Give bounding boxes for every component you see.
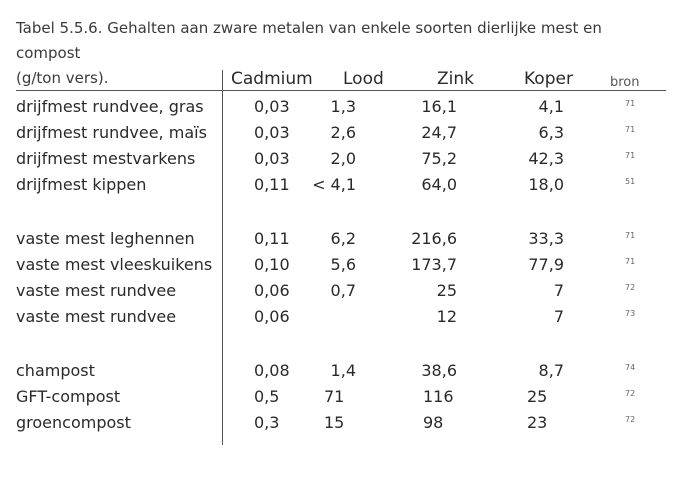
cadmium-value: 0,3 — [254, 413, 280, 432]
row-name: vaste mest vleeskuikens — [16, 255, 213, 274]
koper-value: 7 — [553, 281, 564, 300]
bron-value: 72 — [625, 415, 636, 424]
table-row: vaste mest leghennen 0,11 6,2 216,6 33,3… — [0, 226, 687, 252]
table-row: drijfmest rundvee, maïs 0,03 2,6 24,7 6,… — [0, 120, 687, 146]
bron-value: 72 — [625, 389, 636, 398]
table-row: vaste mest rundvee 0,06 12 7 73 — [0, 304, 687, 330]
koper-value: 77,9 — [528, 255, 564, 274]
table-row: vaste mest vleeskuikens 0,10 5,6 173,7 7… — [0, 252, 687, 278]
header-lood: Lood — [343, 69, 384, 89]
koper-value: 33,3 — [528, 229, 564, 248]
koper-value: 42,3 — [528, 149, 564, 168]
zink-value: 75,2 — [421, 149, 457, 168]
table-row: champost 0,08 1,4 38,6 8,7 74 — [0, 358, 687, 384]
lood-value: 0,7 — [330, 281, 356, 300]
zink-value: 16,1 — [421, 97, 457, 116]
header-koper: Koper — [524, 69, 573, 89]
koper-value: 4,1 — [538, 97, 564, 116]
row-name: vaste mest rundvee — [16, 307, 177, 326]
lood-value: 71 — [324, 387, 345, 406]
koper-value: 18,0 — [528, 175, 564, 194]
cadmium-value: 0,11 — [254, 175, 290, 194]
zink-value: 173,7 — [411, 255, 457, 274]
header-rule — [16, 90, 666, 91]
lood-value: 5,6 — [330, 255, 356, 274]
row-name: drijfmest rundvee, gras — [16, 97, 204, 116]
koper-value: 25 — [527, 387, 548, 406]
caption-line-1: Tabel 5.5.6. Gehalten aan zware metalen … — [16, 19, 602, 62]
table-row: GFT-compost 0,5 71 116 25 72 — [0, 384, 687, 410]
lood-value: 1,3 — [330, 97, 356, 116]
column-rule — [222, 70, 223, 445]
lood-value: 6,2 — [330, 229, 356, 248]
cadmium-value: 0,06 — [254, 307, 290, 326]
zink-value: 216,6 — [411, 229, 457, 248]
bron-value: 73 — [625, 309, 636, 318]
lood-value: 1,4 — [330, 361, 356, 380]
table-row: groencompost 0,3 15 98 23 72 — [0, 410, 687, 436]
bron-value: 71 — [625, 151, 636, 160]
bron-value: 71 — [625, 125, 636, 134]
lood-value: 2,0 — [330, 149, 356, 168]
table-row: vaste mest rundvee 0,06 0,7 25 7 72 — [0, 278, 687, 304]
koper-value: 6,3 — [538, 123, 564, 142]
header-bron: bron — [610, 75, 640, 90]
cadmium-value: 0,03 — [254, 123, 290, 142]
bron-value: 71 — [625, 99, 636, 108]
row-name: groencompost — [16, 413, 131, 432]
row-name: vaste mest rundvee — [16, 281, 177, 300]
row-name: drijfmest rundvee, maïs — [16, 123, 207, 142]
koper-value: 23 — [527, 413, 548, 432]
bron-value: 51 — [625, 177, 636, 186]
bron-value: 72 — [625, 283, 636, 292]
koper-value: 8,7 — [538, 361, 564, 380]
row-name: vaste mest leghennen — [16, 229, 195, 248]
bron-value: 71 — [625, 257, 636, 266]
zink-value: 25 — [436, 281, 457, 300]
cadmium-value: 0,5 — [254, 387, 280, 406]
bron-value: 74 — [625, 363, 636, 372]
cadmium-value: 0,03 — [254, 97, 290, 116]
cadmium-value: 0,03 — [254, 149, 290, 168]
row-name: drijfmest kippen — [16, 175, 147, 194]
cadmium-value: 0,10 — [254, 255, 290, 274]
zink-value: 12 — [436, 307, 457, 326]
row-name: champost — [16, 361, 95, 380]
table-row: drijfmest rundvee, gras 0,03 1,3 16,1 4,… — [0, 94, 687, 120]
cadmium-value: 0,06 — [254, 281, 290, 300]
zink-value: 64,0 — [421, 175, 457, 194]
header-cadmium: Cadmium — [231, 69, 313, 89]
zink-value: 116 — [423, 387, 454, 406]
table-row: drijfmest mestvarkens 0,03 2,0 75,2 42,3… — [0, 146, 687, 172]
cadmium-value: 0,11 — [254, 229, 290, 248]
caption-line-2: (g/ton vers). — [16, 69, 109, 87]
table-caption: Tabel 5.5.6. Gehalten aan zware metalen … — [16, 16, 666, 91]
cadmium-value: 0,08 — [254, 361, 290, 380]
lood-value: 15 — [324, 413, 345, 432]
row-name: GFT-compost — [16, 387, 121, 406]
lood-value: 2,6 — [330, 123, 356, 142]
zink-value: 38,6 — [421, 361, 457, 380]
table-row: drijfmest kippen 0,11 < 4,1 64,0 18,0 51 — [0, 172, 687, 198]
bron-value: 71 — [625, 231, 636, 240]
koper-value: 7 — [553, 307, 564, 326]
row-name: drijfmest mestvarkens — [16, 149, 196, 168]
lood-value: < 4,1 — [312, 175, 356, 194]
zink-value: 24,7 — [421, 123, 457, 142]
header-zink: Zink — [437, 69, 474, 89]
zink-value: 98 — [423, 413, 444, 432]
